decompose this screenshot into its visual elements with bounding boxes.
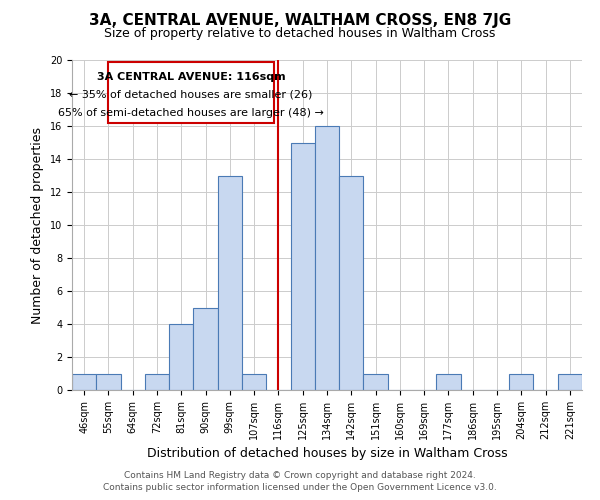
Bar: [364, 374, 388, 390]
Text: Contains public sector information licensed under the Open Government Licence v3: Contains public sector information licen…: [103, 484, 497, 492]
Bar: [242, 374, 266, 390]
Text: 3A CENTRAL AVENUE: 116sqm: 3A CENTRAL AVENUE: 116sqm: [97, 72, 286, 82]
Bar: [72, 374, 96, 390]
Bar: [315, 126, 339, 390]
Bar: [436, 374, 461, 390]
Text: Contains HM Land Registry data © Crown copyright and database right 2024.: Contains HM Land Registry data © Crown c…: [124, 471, 476, 480]
Bar: [558, 374, 582, 390]
Bar: [145, 374, 169, 390]
Bar: [96, 374, 121, 390]
Bar: [509, 374, 533, 390]
Bar: [169, 324, 193, 390]
Bar: [290, 142, 315, 390]
Y-axis label: Number of detached properties: Number of detached properties: [31, 126, 44, 324]
FancyBboxPatch shape: [109, 62, 274, 122]
X-axis label: Distribution of detached houses by size in Waltham Cross: Distribution of detached houses by size …: [146, 448, 508, 460]
Text: Size of property relative to detached houses in Waltham Cross: Size of property relative to detached ho…: [104, 28, 496, 40]
Bar: [193, 308, 218, 390]
Text: 65% of semi-detached houses are larger (48) →: 65% of semi-detached houses are larger (…: [58, 108, 324, 118]
Text: ← 35% of detached houses are smaller (26): ← 35% of detached houses are smaller (26…: [70, 90, 313, 100]
Bar: [339, 176, 364, 390]
Bar: [218, 176, 242, 390]
Text: 3A, CENTRAL AVENUE, WALTHAM CROSS, EN8 7JG: 3A, CENTRAL AVENUE, WALTHAM CROSS, EN8 7…: [89, 12, 511, 28]
